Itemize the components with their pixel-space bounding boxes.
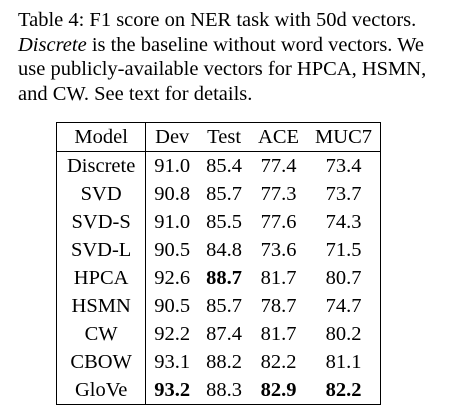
cell-model-name: SVD-S [56,208,147,236]
cell-score: 74.7 [325,294,362,317]
table-caption: Table 4: F1 score on NER task with 50d v… [18,8,446,106]
cell-score: 85.7 [206,182,243,205]
caption-line-3: use publicly-available vectors for HPCA,… [18,58,427,80]
cell-score: 82.9 [260,378,297,401]
cell-score: 88.7 [206,266,243,289]
table-row: HSMN 90.5 85.7 78.7 74.7 [56,292,381,320]
cell-score: 73.7 [325,182,362,205]
cell-score: 87.4 [206,322,243,345]
table-body: Discrete 91.0 85.4 77.4 73.4 SVD 90.8 85.7 77.3 7… [56,151,381,405]
cell-score: 92.6 [154,266,191,289]
cell-score: 84.8 [206,238,243,261]
cell-score: 88.2 [206,350,243,373]
cell-score: 80.7 [325,266,362,289]
cell-model-name: SVD [56,180,147,208]
cell-model-name: CBOW [56,348,147,376]
cell-score: 82.2 [325,378,362,401]
table-row: GloVe 93.2 88.3 82.9 82.2 [56,376,381,405]
cell-model-name: Discrete [56,151,147,180]
cell-model-name: SVD-L [56,236,147,264]
cell-score: 80.2 [325,322,362,345]
cell-score: 85.5 [206,210,243,233]
cell-score: 73.6 [260,238,297,261]
caption-line-2-rest: is the baseline without word vectors. We [86,33,424,56]
cell-score: 81.7 [260,266,297,289]
table-row: HPCA 92.6 88.7 81.7 80.7 [56,264,381,292]
cell-score: 81.7 [260,322,297,345]
cell-score: 74.3 [325,210,362,233]
cell-score: 77.4 [260,154,297,177]
cell-score: 85.7 [206,294,243,317]
cell-score: 77.3 [260,182,297,205]
header-dev: Dev [155,125,190,148]
results-table-container: Model Dev Test ACE MUC7 Discrete 91.0 85.4… [56,122,382,405]
header-test: Test [207,125,242,148]
cell-model-name: GloVe [56,376,147,405]
table-header-row: Model Dev Test ACE MUC7 [56,122,381,152]
table-row: SVD-L 90.5 84.8 73.6 71.5 [56,236,381,264]
cell-score: 91.0 [154,210,191,233]
header-muc7: MUC7 [315,125,373,148]
cell-model-name: CW [56,320,147,348]
cell-score: 78.7 [260,294,297,317]
caption-discrete-term: Discrete [18,33,87,56]
table-row: SVD-S 91.0 85.5 77.6 74.3 [56,208,381,236]
cell-score: 82.2 [260,350,297,373]
header-model: Model [56,122,147,152]
ner-results-table: Model Dev Test ACE MUC7 Discrete 91.0 85.4… [56,122,382,405]
cell-score: 90.8 [154,182,191,205]
table-row: CBOW 93.1 88.2 82.2 81.1 [56,348,381,376]
table-row: CW 92.2 87.4 81.7 80.2 [56,320,381,348]
cell-model-name: HSMN [56,292,147,320]
cell-score: 93.2 [154,378,191,401]
cell-model-name: HPCA [56,264,147,292]
cell-score: 90.5 [154,294,191,317]
cell-score: 73.4 [325,154,362,177]
caption-line-4: and CW. See text for details. [18,82,253,105]
cell-score: 81.1 [325,350,362,373]
cell-score: 90.5 [154,238,191,261]
cell-score: 85.4 [206,154,243,177]
table-row: Discrete 91.0 85.4 77.4 73.4 [56,151,381,180]
cell-score: 91.0 [154,154,191,177]
table-row: SVD 90.8 85.7 77.3 73.7 [56,180,381,208]
cell-score: 71.5 [325,238,362,261]
caption-line-1: Table 4: F1 score on NER task with 50d v… [18,9,417,31]
caption-line-2: Discrete is the baseline without word ve… [18,33,446,58]
cell-score: 88.3 [206,378,243,401]
cell-score: 92.2 [154,322,191,345]
cell-score: 93.1 [154,350,191,373]
cell-score: 77.6 [260,210,297,233]
header-ace: ACE [258,125,300,148]
